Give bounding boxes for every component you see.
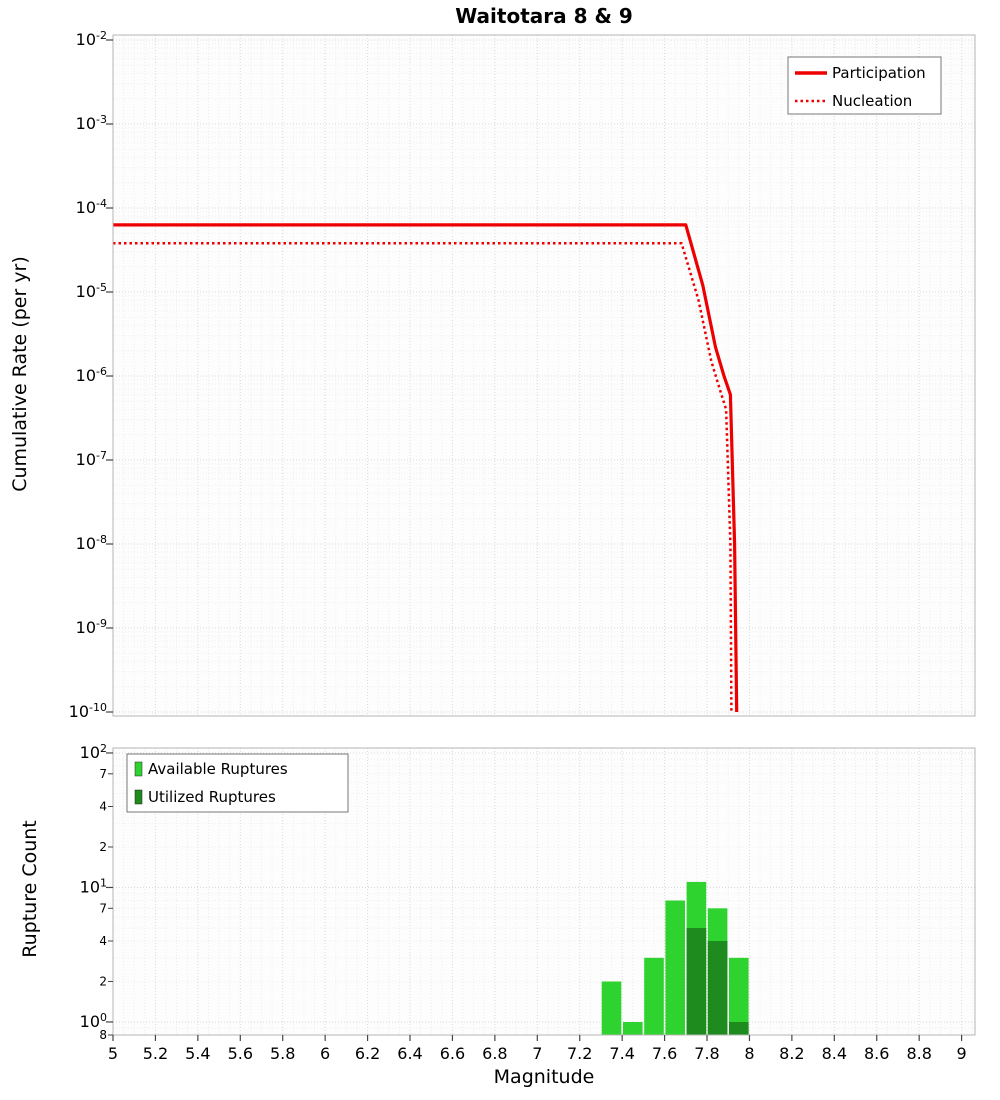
svg-text:7.8: 7.8 bbox=[694, 1044, 719, 1063]
svg-text:8.4: 8.4 bbox=[822, 1044, 847, 1063]
top-grid bbox=[113, 35, 975, 716]
svg-text:10-10: 10-10 bbox=[69, 701, 107, 721]
nucleation-line bbox=[113, 242, 733, 713]
svg-text:6: 6 bbox=[320, 1044, 330, 1063]
svg-text:6.2: 6.2 bbox=[355, 1044, 380, 1063]
svg-text:10-8: 10-8 bbox=[76, 533, 107, 553]
svg-text:5.8: 5.8 bbox=[270, 1044, 295, 1063]
chart-title: Waitotara 8 & 9 bbox=[455, 4, 633, 28]
svg-text:102: 102 bbox=[80, 742, 107, 762]
svg-text:6.4: 6.4 bbox=[397, 1044, 422, 1063]
svg-text:Nucleation: Nucleation bbox=[832, 92, 912, 110]
svg-text:6.8: 6.8 bbox=[482, 1044, 507, 1063]
top-y-axis-ticks: 10-2 10-3 10-4 10-5 10-6 10-7 10-8 10-9 10-10 bbox=[69, 29, 113, 721]
svg-text:7: 7 bbox=[99, 901, 107, 915]
svg-text:2: 2 bbox=[99, 974, 107, 988]
svg-text:Utilized Ruptures: Utilized Ruptures bbox=[148, 788, 276, 806]
svg-text:7.4: 7.4 bbox=[609, 1044, 634, 1063]
rate-curves bbox=[113, 223, 739, 713]
bar bbox=[729, 1022, 749, 1035]
svg-text:5: 5 bbox=[108, 1044, 118, 1063]
svg-text:101: 101 bbox=[80, 876, 107, 896]
bar-swatch bbox=[134, 761, 143, 777]
svg-text:10-6: 10-6 bbox=[76, 365, 107, 385]
svg-text:7.6: 7.6 bbox=[652, 1044, 677, 1063]
rupture-count-bars bbox=[601, 881, 749, 1035]
svg-text:8.8: 8.8 bbox=[906, 1044, 931, 1063]
rate-legend: Participation Nucleation bbox=[787, 56, 942, 115]
svg-text:8.6: 8.6 bbox=[864, 1044, 889, 1063]
bar bbox=[729, 957, 749, 1035]
svg-text:10-2: 10-2 bbox=[76, 29, 107, 49]
x-axis-label: Magnitude bbox=[493, 1066, 595, 1088]
bar bbox=[665, 900, 685, 1035]
svg-text:10-5: 10-5 bbox=[76, 281, 107, 301]
utilized-ruptures-bars bbox=[686, 928, 749, 1035]
svg-text:8: 8 bbox=[99, 1028, 107, 1042]
svg-text:7: 7 bbox=[532, 1044, 542, 1063]
rupture-legend: Available Ruptures Utilized Ruptures bbox=[126, 753, 349, 813]
svg-text:10-7: 10-7 bbox=[76, 449, 107, 469]
svg-text:10-3: 10-3 bbox=[76, 113, 107, 133]
svg-text:5.4: 5.4 bbox=[185, 1044, 210, 1063]
svg-text:9: 9 bbox=[957, 1044, 967, 1063]
svg-text:8.2: 8.2 bbox=[779, 1044, 804, 1063]
svg-text:2: 2 bbox=[99, 840, 107, 854]
bar bbox=[686, 928, 707, 1035]
svg-text:10-9: 10-9 bbox=[76, 617, 107, 637]
svg-text:5.6: 5.6 bbox=[228, 1044, 253, 1063]
svg-text:7: 7 bbox=[99, 767, 107, 781]
svg-text:4: 4 bbox=[99, 799, 107, 813]
svg-text:8: 8 bbox=[744, 1044, 754, 1063]
bar bbox=[601, 981, 622, 1035]
svg-text:Available Ruptures: Available Ruptures bbox=[148, 760, 288, 778]
svg-text:4: 4 bbox=[99, 934, 107, 948]
bar bbox=[644, 957, 664, 1035]
bar-swatch bbox=[134, 789, 143, 805]
svg-text:7.2: 7.2 bbox=[567, 1044, 592, 1063]
bar bbox=[707, 941, 728, 1035]
top-plot-bg bbox=[113, 35, 975, 716]
svg-text:6.6: 6.6 bbox=[440, 1044, 465, 1063]
svg-text:10-4: 10-4 bbox=[76, 197, 107, 217]
svg-text:5.2: 5.2 bbox=[143, 1044, 168, 1063]
svg-text:Participation: Participation bbox=[832, 64, 926, 82]
bottom-plot-border bbox=[112, 747, 976, 1036]
x-axis-ticks: 5 5.2 5.4 5.6 5.8 6 6.2 6.4 6.6 6.8 7 7.2 7.4 7.6 7.8 8… bbox=[108, 1035, 967, 1063]
participation-line bbox=[113, 223, 739, 713]
bar bbox=[623, 1022, 643, 1035]
